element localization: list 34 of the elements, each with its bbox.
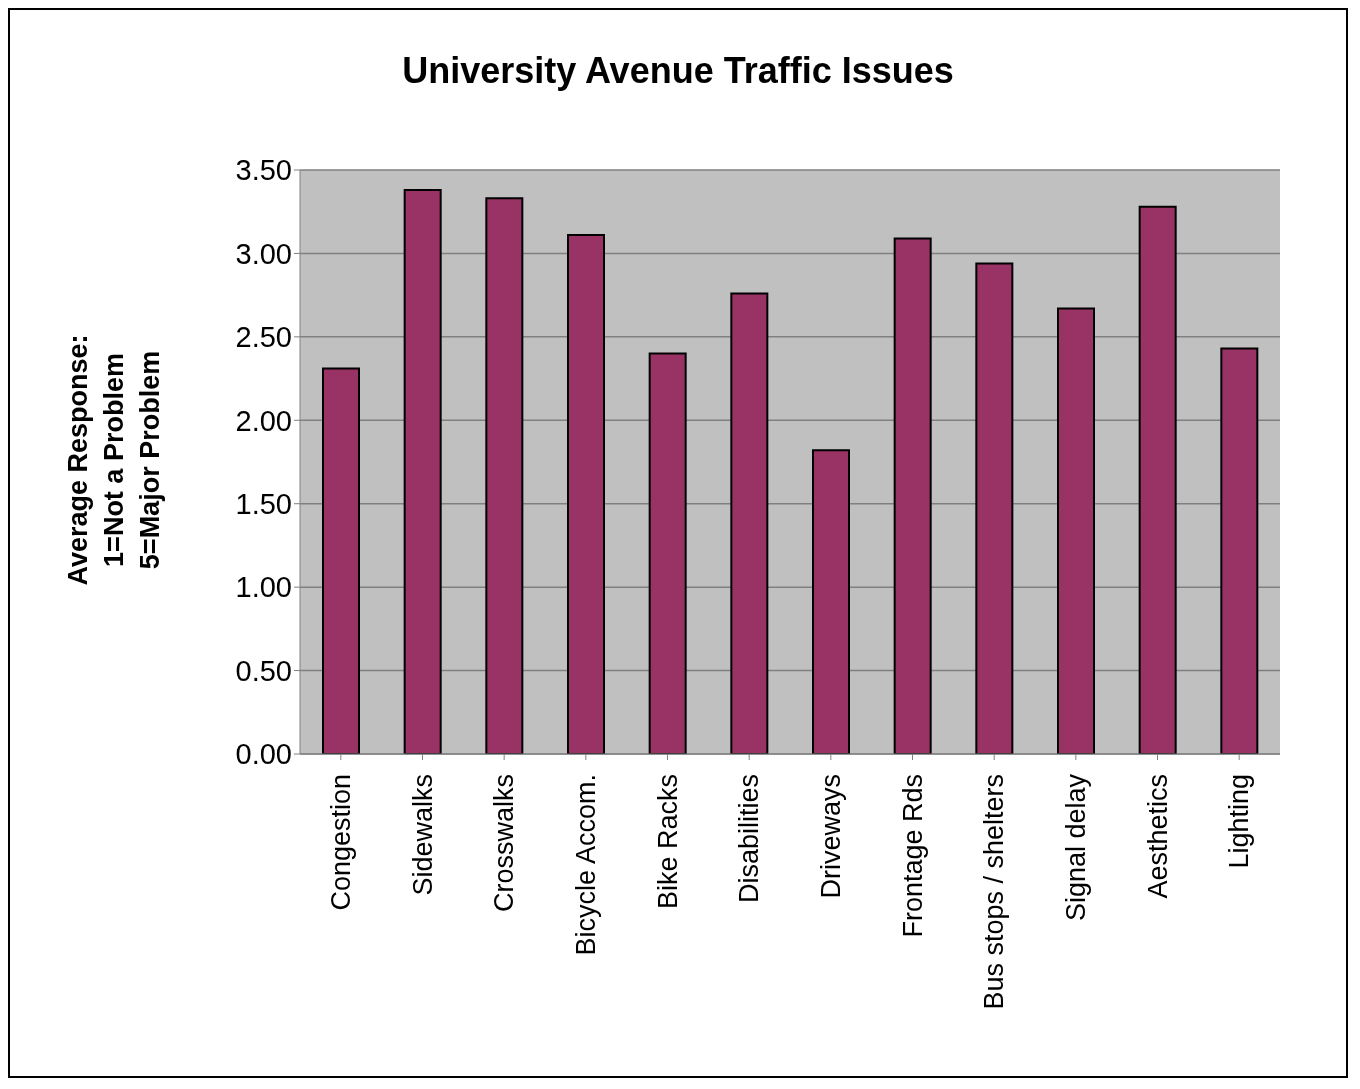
x-tick-label: Frontage Rds (897, 774, 928, 938)
x-tick-label: Aesthetics (1142, 774, 1173, 899)
bar (403, 189, 442, 754)
x-tick-label: Lighting (1224, 774, 1255, 869)
bar (730, 292, 769, 754)
chart-title: University Avenue Traffic Issues (401, 49, 955, 93)
y-tick-label: 2.00 (235, 404, 292, 437)
bar (1138, 205, 1177, 754)
x-tick-label: Bus stops / shelters (979, 774, 1010, 1010)
x-tick-label: Bike Racks (652, 774, 683, 910)
y-axis-title: Average Response: 1=Not a Problem 5=Major Problem (63, 334, 165, 586)
y-tick-label: 1.00 (235, 571, 292, 604)
bar (1220, 347, 1259, 754)
y-tick-label: 2.50 (235, 321, 292, 354)
x-tick-label: Sidewalks (407, 774, 438, 896)
bar (485, 197, 524, 754)
x-tick-label: Congestion (325, 774, 356, 911)
bar (322, 367, 360, 754)
y-tick-label: 1.50 (235, 488, 292, 521)
x-tick-label: Bicycle Accom. (570, 774, 601, 956)
bar (567, 234, 605, 754)
bar (975, 262, 1014, 754)
x-tick-label: Crosswalks (489, 774, 520, 913)
y-tick-label: 0.00 (235, 738, 292, 771)
x-tick-label: Disabilities (734, 774, 765, 904)
bar (1057, 307, 1095, 754)
y-tick-label: 3.50 (235, 154, 292, 187)
bar (648, 352, 687, 754)
y-tick-label: 0.50 (235, 654, 292, 687)
y-tick-label: 3.00 (235, 237, 292, 270)
x-tick-label: Driveways (815, 774, 846, 899)
bar (893, 237, 932, 754)
x-tick-label: Signal delay (1060, 773, 1091, 922)
bar (812, 449, 850, 754)
